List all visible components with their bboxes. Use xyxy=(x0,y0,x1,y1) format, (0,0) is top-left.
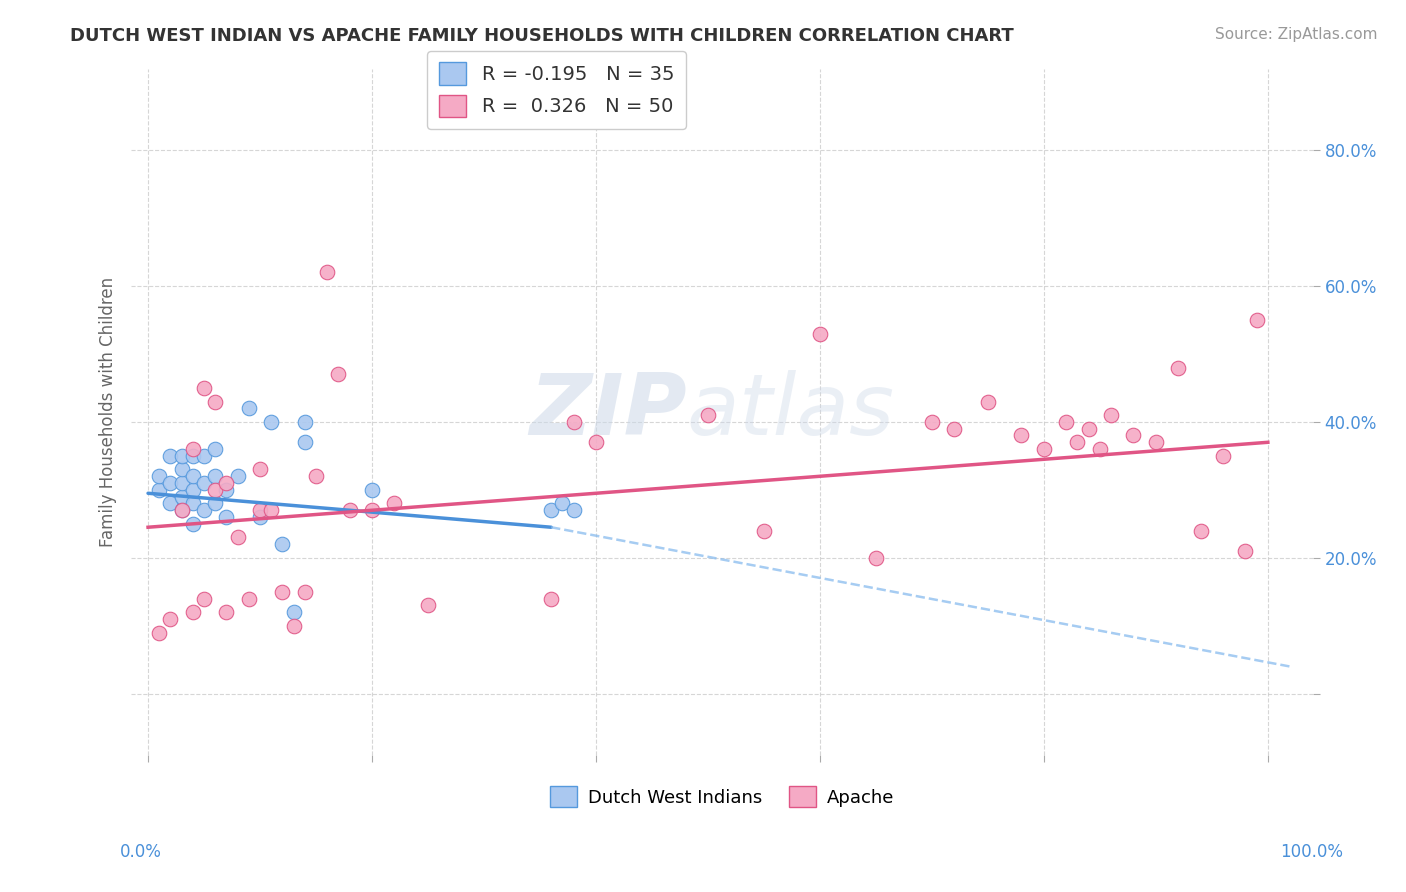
Point xyxy=(215,510,238,524)
Point xyxy=(305,469,328,483)
Text: 0.0%: 0.0% xyxy=(120,843,162,861)
Point xyxy=(170,503,193,517)
Point xyxy=(238,591,260,606)
Point xyxy=(283,605,305,619)
Point xyxy=(361,483,384,497)
Point xyxy=(294,584,316,599)
Point xyxy=(283,619,305,633)
Point xyxy=(316,265,339,279)
Point xyxy=(294,415,316,429)
Point xyxy=(551,496,574,510)
Point xyxy=(540,503,562,517)
Point xyxy=(193,591,215,606)
Point xyxy=(865,550,887,565)
Point xyxy=(204,496,226,510)
Point xyxy=(181,483,204,497)
Legend: Dutch West Indians, Apache: Dutch West Indians, Apache xyxy=(543,780,901,814)
Point xyxy=(1099,408,1122,422)
Point xyxy=(170,503,193,517)
Point xyxy=(294,435,316,450)
Point xyxy=(1088,442,1111,456)
Point xyxy=(181,449,204,463)
Point xyxy=(260,503,283,517)
Point xyxy=(148,469,170,483)
Point xyxy=(170,462,193,476)
Point xyxy=(159,612,181,626)
Point xyxy=(260,415,283,429)
Point xyxy=(808,326,831,341)
Point xyxy=(540,591,562,606)
Text: ZIP: ZIP xyxy=(529,370,686,453)
Point xyxy=(215,483,238,497)
Point xyxy=(384,496,406,510)
Text: atlas: atlas xyxy=(686,370,894,453)
Point xyxy=(249,462,271,476)
Point xyxy=(271,537,294,551)
Point xyxy=(562,415,585,429)
Point xyxy=(181,605,204,619)
Point xyxy=(1167,360,1189,375)
Point xyxy=(159,449,181,463)
Point xyxy=(181,442,204,456)
Point xyxy=(943,422,966,436)
Point xyxy=(170,449,193,463)
Point xyxy=(204,469,226,483)
Point xyxy=(181,469,204,483)
Point xyxy=(562,503,585,517)
Point xyxy=(193,476,215,491)
Point xyxy=(416,599,439,613)
Point xyxy=(204,442,226,456)
Point xyxy=(1246,313,1268,327)
Point xyxy=(215,605,238,619)
Point xyxy=(249,503,271,517)
Y-axis label: Family Households with Children: Family Households with Children xyxy=(100,277,117,547)
Point xyxy=(181,516,204,531)
Point xyxy=(204,483,226,497)
Point xyxy=(339,503,361,517)
Point xyxy=(181,496,204,510)
Point xyxy=(1144,435,1167,450)
Point xyxy=(697,408,720,422)
Point xyxy=(226,469,249,483)
Point xyxy=(215,476,238,491)
Point xyxy=(148,625,170,640)
Point xyxy=(1212,449,1234,463)
Point xyxy=(1032,442,1054,456)
Point xyxy=(271,584,294,599)
Point xyxy=(1122,428,1144,442)
Point xyxy=(1189,524,1212,538)
Point xyxy=(361,503,384,517)
Point xyxy=(249,510,271,524)
Point xyxy=(226,531,249,545)
Text: 100.0%: 100.0% xyxy=(1279,843,1343,861)
Text: Source: ZipAtlas.com: Source: ZipAtlas.com xyxy=(1215,27,1378,42)
Point xyxy=(193,503,215,517)
Point xyxy=(1234,544,1257,558)
Point xyxy=(1054,415,1077,429)
Point xyxy=(148,483,170,497)
Point xyxy=(752,524,775,538)
Point xyxy=(1066,435,1088,450)
Point xyxy=(159,496,181,510)
Text: DUTCH WEST INDIAN VS APACHE FAMILY HOUSEHOLDS WITH CHILDREN CORRELATION CHART: DUTCH WEST INDIAN VS APACHE FAMILY HOUSE… xyxy=(70,27,1014,45)
Point xyxy=(238,401,260,416)
Point xyxy=(921,415,943,429)
Point xyxy=(328,368,350,382)
Point xyxy=(159,476,181,491)
Point xyxy=(193,449,215,463)
Point xyxy=(204,394,226,409)
Point xyxy=(977,394,1000,409)
Point xyxy=(585,435,607,450)
Point xyxy=(1011,428,1033,442)
Point xyxy=(170,490,193,504)
Point xyxy=(193,381,215,395)
Point xyxy=(1077,422,1099,436)
Point xyxy=(170,476,193,491)
